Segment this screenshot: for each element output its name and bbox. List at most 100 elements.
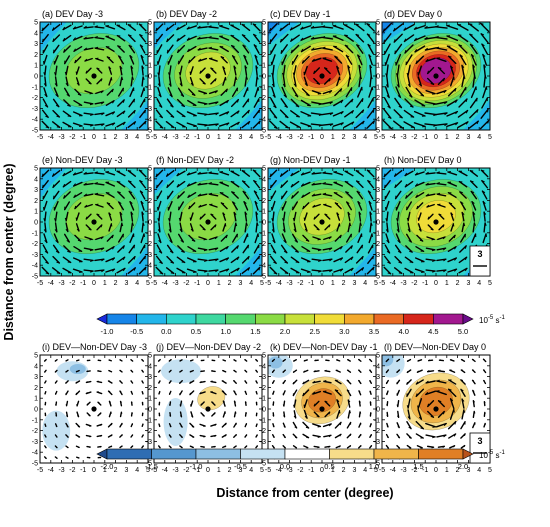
- wind-vector-head: [307, 125, 311, 128]
- wind-vector: [141, 211, 144, 222]
- wind-vector-head: [335, 202, 339, 205]
- wind-vector: [447, 192, 457, 198]
- wind-vector: [178, 233, 184, 243]
- wind-vector-head: [141, 211, 145, 215]
- wind-vector: [343, 24, 355, 31]
- x-tick-label: 1: [103, 467, 107, 474]
- wind-vector: [302, 202, 310, 210]
- wind-vector: [447, 181, 458, 187]
- wind-vector: [127, 34, 136, 43]
- y-tick-label: -5: [374, 274, 380, 281]
- wind-vector: [63, 245, 71, 253]
- wind-vector-head: [415, 194, 418, 198]
- wind-vector: [95, 90, 104, 95]
- x-tick-label: 0: [434, 134, 438, 141]
- wind-vector-head: [130, 65, 134, 69]
- wind-vector-head: [369, 65, 373, 69]
- wind-vector: [155, 109, 164, 119]
- colorbar-tick-label: 5.0: [458, 327, 468, 336]
- colorbar-tick-label: 2.5: [309, 327, 319, 336]
- wind-vector-head: [290, 172, 294, 176]
- y-tick-label: -2: [146, 241, 152, 248]
- wind-vector: [385, 200, 390, 211]
- wind-vector-head: [143, 87, 146, 91]
- wind-vector: [290, 170, 300, 177]
- y-tick-label: 3: [376, 374, 380, 381]
- x-tick-label: -3: [400, 280, 406, 287]
- wind-vector: [155, 33, 164, 43]
- wind-vector: [347, 410, 351, 419]
- wind-vector: [366, 169, 375, 178]
- wind-vector-head: [84, 58, 88, 62]
- wind-vector: [435, 36, 448, 40]
- y-tick-label: -4: [260, 117, 266, 124]
- wind-vector: [188, 234, 196, 242]
- wind-vector: [458, 267, 468, 274]
- wind-vector-head: [339, 422, 342, 426]
- wind-vector-head: [387, 116, 392, 119]
- wind-vector-head: [133, 267, 136, 271]
- wind-vector: [384, 86, 390, 99]
- wind-vector-head: [358, 65, 362, 69]
- wind-vector: [333, 246, 343, 252]
- wind-vector: [300, 122, 312, 127]
- wind-vector-head: [101, 112, 105, 116]
- wind-vector-head: [483, 64, 487, 68]
- wind-vector: [293, 410, 297, 419]
- wind-vector-head: [438, 67, 442, 69]
- wind-vector: [84, 57, 93, 62]
- wind-vector: [321, 123, 334, 126]
- wind-vector: [41, 120, 50, 129]
- wind-vector-head: [382, 28, 385, 32]
- wind-vector: [311, 193, 322, 197]
- wind-vector-head: [317, 93, 321, 95]
- wind-vector-head: [272, 436, 275, 438]
- wind-vector: [332, 35, 344, 41]
- wind-vector-head: [245, 401, 247, 404]
- wind-vector-head: [371, 233, 374, 237]
- x-tick-label: -5: [37, 280, 43, 287]
- wind-vector: [252, 169, 261, 178]
- wind-vector-head: [143, 233, 146, 237]
- wind-vector-head: [386, 250, 390, 254]
- wind-vector: [404, 170, 414, 177]
- wind-vector-head: [450, 398, 454, 402]
- wind-vector-head: [139, 180, 143, 183]
- wind-vector-head: [231, 191, 235, 194]
- wind-vector: [413, 122, 426, 128]
- wind-vector: [446, 110, 459, 117]
- wind-vector: [356, 244, 364, 254]
- y-tick-label: 1: [34, 209, 38, 216]
- wind-vector: [51, 169, 61, 177]
- wind-vector: [436, 269, 447, 272]
- y-tick-label: 5: [148, 166, 152, 173]
- x-tick-label: -2: [411, 280, 417, 287]
- wind-vector-head: [41, 173, 44, 177]
- wind-vector-head: [368, 201, 372, 204]
- wind-vector: [457, 121, 469, 129]
- wind-vector: [219, 122, 230, 127]
- wind-vector: [96, 67, 103, 74]
- wind-vector: [53, 200, 59, 211]
- wind-vector: [393, 120, 404, 129]
- wind-vector-head: [279, 27, 282, 31]
- wind-vector-head: [472, 379, 475, 382]
- wind-vector-head: [55, 94, 59, 97]
- wind-vector-head: [54, 229, 58, 233]
- wind-vectors: [155, 169, 261, 275]
- wind-vector-head: [419, 239, 423, 242]
- x-tick-label: -1: [422, 134, 428, 141]
- wind-vector-head: [324, 369, 327, 372]
- wind-vector: [253, 44, 260, 54]
- wind-vector: [129, 54, 135, 65]
- wind-vector: [425, 422, 437, 428]
- wind-vector-head: [407, 84, 411, 87]
- wind-vector: [189, 76, 194, 86]
- wind-vector-head: [273, 105, 277, 108]
- wind-vector: [72, 35, 83, 41]
- wind-vector-head: [189, 381, 192, 384]
- x-tick-label: 5: [260, 467, 264, 474]
- panel-title: (h) Non-DEV Day 0: [384, 155, 462, 165]
- wind-vector-head: [64, 217, 67, 221]
- wind-vector-head: [215, 112, 219, 116]
